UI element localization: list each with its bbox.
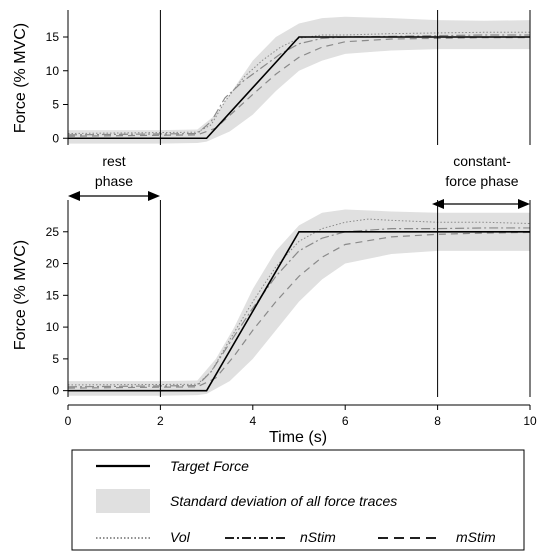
bottom-xtick-label-2: 2 bbox=[157, 414, 164, 428]
legend-target-label: Target Force bbox=[170, 458, 249, 474]
bottom-series-lines bbox=[67, 218, 531, 389]
bottom-xtick-label-10: 10 bbox=[523, 414, 537, 428]
bottom-xtick-label-6: 6 bbox=[342, 414, 349, 428]
constant-phase-arrow bbox=[432, 199, 530, 209]
top-series-nstim bbox=[67, 34, 530, 136]
top-ytick-label-0: 0 bbox=[52, 131, 59, 145]
legend-band-swatch bbox=[96, 489, 150, 513]
legend: Target Force Standard deviation of all f… bbox=[71, 449, 525, 551]
top-panel: 0 5 10 15 Force (% MVC) bbox=[12, 10, 531, 145]
bottom-std-band bbox=[68, 209, 530, 396]
bottom-ytick-label-25: 25 bbox=[46, 225, 60, 239]
bottom-target-line bbox=[68, 230, 530, 392]
top-std-band-area bbox=[68, 16, 530, 144]
top-std-band bbox=[68, 16, 530, 144]
rest-phase-arrow bbox=[68, 191, 160, 201]
bottom-ytick-label-20: 20 bbox=[46, 257, 60, 271]
top-target-line bbox=[68, 36, 530, 140]
bottom-std-band-area bbox=[68, 209, 530, 396]
legend-vol-label: Vol bbox=[170, 529, 191, 545]
bottom-ytick-label-10: 10 bbox=[46, 320, 60, 334]
constant-label-line1: constant- bbox=[453, 153, 511, 169]
top-ytick-label-5: 5 bbox=[52, 98, 59, 112]
top-phase-lines bbox=[159, 10, 531, 145]
bottom-ytick-label-15: 15 bbox=[46, 288, 60, 302]
bottom-ytick-label-5: 5 bbox=[52, 352, 59, 366]
phase-annotations: rest phase constant- force phase bbox=[68, 153, 530, 209]
bottom-ytick-label-0: 0 bbox=[52, 384, 59, 398]
bottom-xtick-label-8: 8 bbox=[434, 414, 441, 428]
legend-mstim-label: mStim bbox=[456, 529, 496, 545]
top-ytick-label-10: 10 bbox=[46, 64, 60, 78]
bottom-panel: 0 5 10 15 20 25 0 2 4 6 8 10 Force (% MVC) Time (s) bbox=[12, 200, 537, 446]
bottom-target-force-line bbox=[68, 230, 530, 392]
bottom-xtick-label-4: 4 bbox=[249, 414, 256, 428]
bottom-y-axis-title: Force (% MVC) bbox=[12, 240, 29, 350]
x-axis-title: Time (s) bbox=[269, 429, 327, 446]
bottom-series-nstim bbox=[67, 227, 530, 388]
bottom-series-mstim bbox=[67, 231, 531, 389]
bottom-phase-lines bbox=[159, 200, 531, 397]
rest-label-line2: phase bbox=[95, 173, 133, 189]
constant-label-line2: force phase bbox=[445, 173, 518, 189]
top-axes: 0 5 10 15 bbox=[46, 10, 69, 145]
rest-label-line1: rest bbox=[102, 153, 125, 169]
bottom-axes: 0 5 10 15 20 25 0 2 4 6 8 10 bbox=[46, 200, 537, 428]
legend-nstim-label: nStim bbox=[300, 529, 336, 545]
top-target-force-line bbox=[68, 36, 530, 140]
top-y-axis-title: Force (% MVC) bbox=[12, 23, 29, 133]
bottom-xtick-label-0: 0 bbox=[65, 414, 72, 428]
top-ytick-label-15: 15 bbox=[46, 30, 60, 44]
legend-band-label: Standard deviation of all force traces bbox=[170, 493, 397, 509]
